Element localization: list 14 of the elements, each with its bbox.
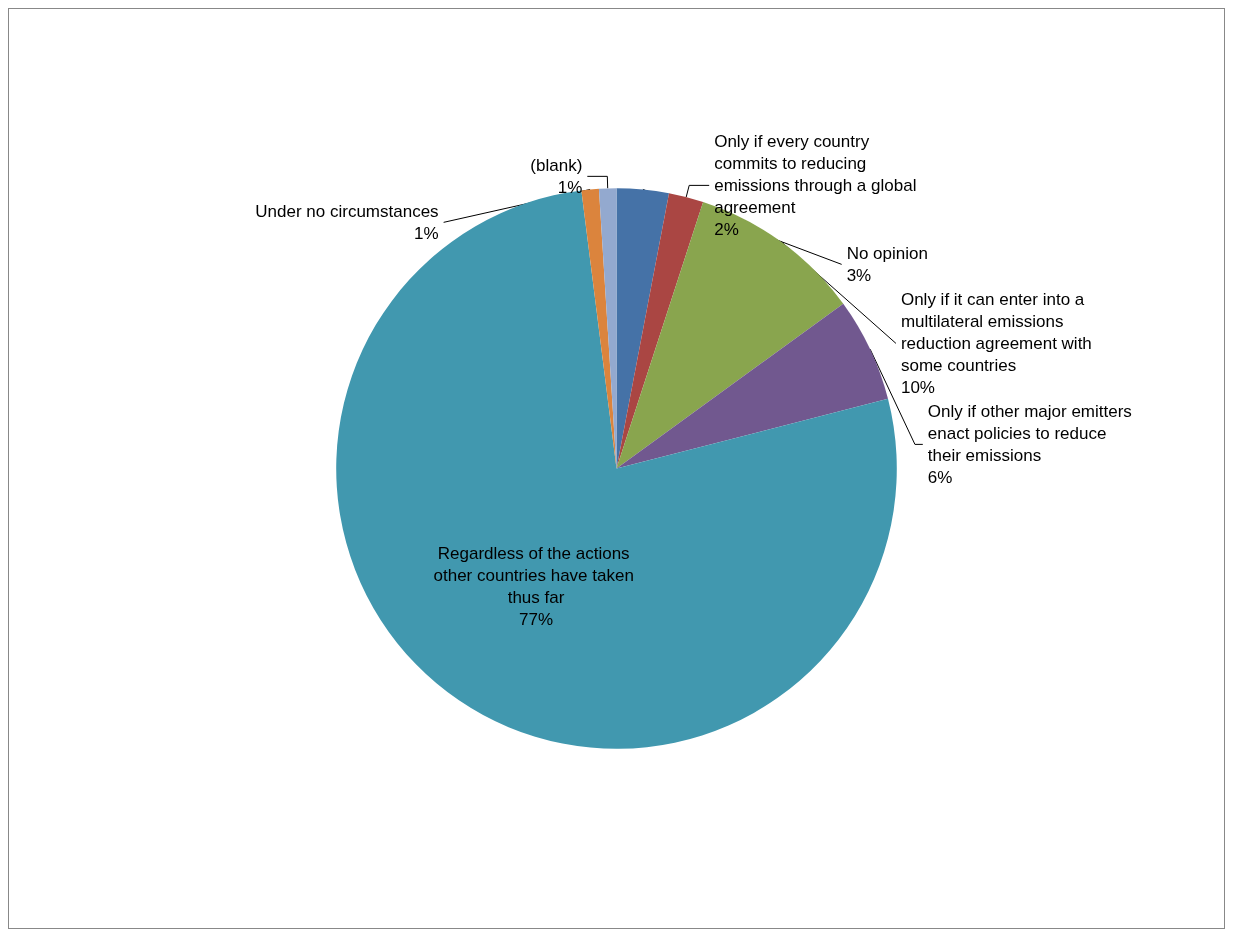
slice-label: Only if other major emitters enact policies to reduce their emissions xyxy=(927,401,1137,465)
slice-label: Regardless of the actions other countries have taken thus far xyxy=(433,544,639,608)
data-label: 10% xyxy=(900,377,935,397)
data-label: 77% xyxy=(519,610,554,630)
data-label: 3% xyxy=(846,265,872,285)
slice-label: (blank) xyxy=(530,155,583,175)
data-label: 6% xyxy=(927,467,953,487)
slice-label: No opinion xyxy=(846,243,928,263)
slice-label: Only if it can enter into a multilateral emissions reduction agreement with some countries xyxy=(900,289,1097,375)
slice-label: Only if every country commits to reducing emissions through a global agreement xyxy=(714,131,922,217)
data-label: 2% xyxy=(714,219,739,239)
slice-label: Under no circumstances xyxy=(255,201,439,221)
data-label: 1% xyxy=(414,223,439,243)
data-label: 1% xyxy=(557,177,583,197)
